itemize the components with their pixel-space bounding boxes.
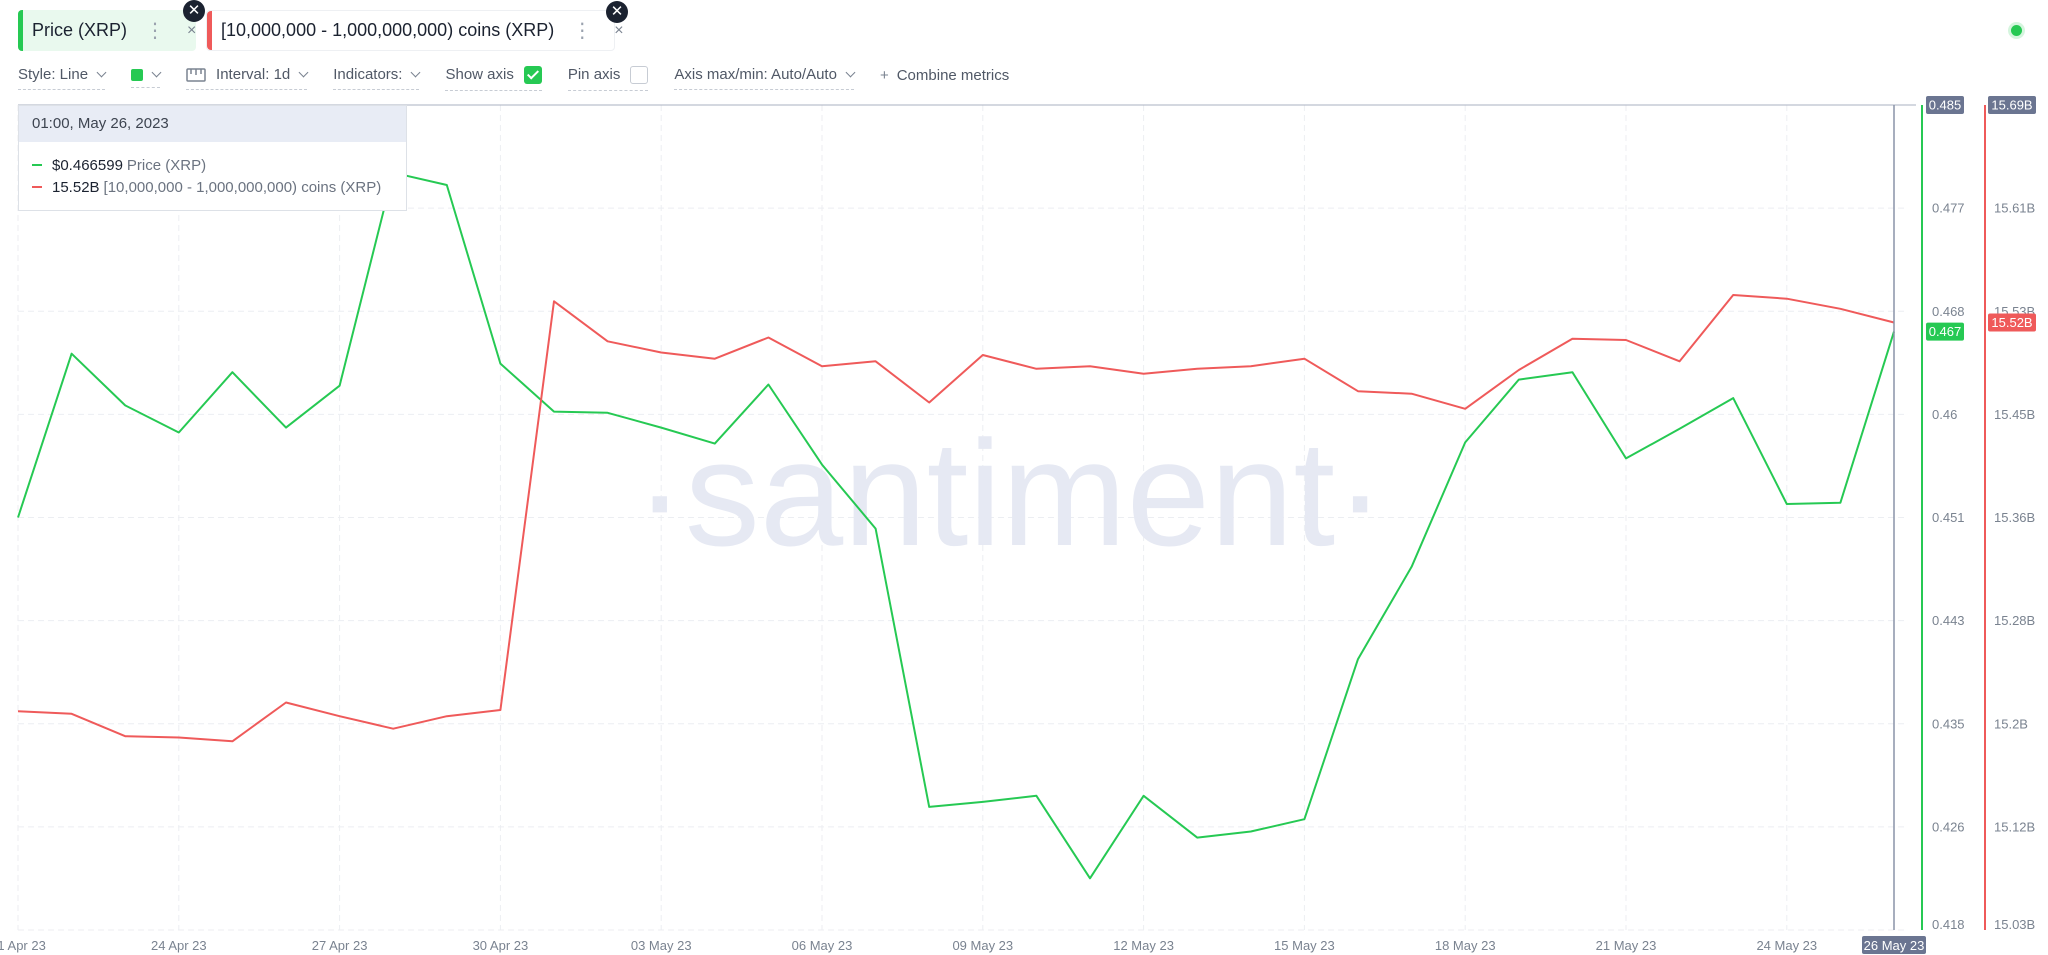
x-highlight-date: 26 May 23 <box>1864 938 1925 953</box>
chart-toolbar: Style: Line Interval: 1d Indicators: Sho… <box>18 64 1035 92</box>
tooltip-datetime: 01:00, May 26, 2023 <box>19 106 406 142</box>
tooltip-series-name: Price (XRP) <box>126 156 207 174</box>
x-axis-tick: 24 May 23 <box>1756 938 1817 953</box>
more-options-icon[interactable]: ⋮ <box>572 20 593 42</box>
metric-tab-label: [10,000,000 - 1,000,000,000) coins (XRP) <box>221 20 555 40</box>
price-axis-tick: 0.477 <box>1932 201 1965 216</box>
holders-current-value: 15.52B <box>1991 315 2032 330</box>
axis-max-badge <box>1988 96 2036 114</box>
plus-icon: + <box>879 66 889 84</box>
ruler-icon <box>186 67 206 82</box>
metric-tab-holders[interactable]: [10,000,000 - 1,000,000,000) coins (XRP)… <box>206 1 628 51</box>
pin-axis-toggle[interactable]: Pin axis <box>567 65 649 91</box>
show-axis-checkbox[interactable] <box>523 65 542 84</box>
holders-series-line <box>17 294 1895 743</box>
holders-axis-tick: 15.69B <box>1991 98 2032 113</box>
price-axis-tick: 0.451 <box>1932 510 1965 525</box>
x-highlight-badge <box>1862 936 1926 954</box>
holders-current-badge <box>1988 313 2036 332</box>
interval-label: Interval: 1d <box>216 66 291 83</box>
holders-axis-tick: 15.61B <box>1994 201 2035 216</box>
price-series-line <box>17 171 1895 880</box>
combine-metrics-button[interactable]: + Combine metrics <box>880 67 1009 90</box>
metric-color-accent <box>207 11 212 50</box>
tooltip-value: 15.52B <box>52 178 100 196</box>
more-options-icon[interactable]: ⋮ <box>145 20 166 42</box>
x-axis-tick: 21 May 23 <box>1596 938 1657 953</box>
x-axis-tick: 06 May 23 <box>792 938 853 953</box>
x-axis-tick: 27 Apr 23 <box>312 938 368 953</box>
indicators-select[interactable]: Indicators: <box>333 66 421 90</box>
x-axis-tick: 30 Apr 23 <box>473 938 529 953</box>
holders-axis-tick: 15.36B <box>1994 510 2035 525</box>
indicators-label: Indicators: <box>333 66 403 83</box>
tooltip-row: $0.466599 Price (XRP) <box>19 154 406 176</box>
holders-axis-tick: 15.45B <box>1994 407 2035 422</box>
series-marker <box>32 164 42 166</box>
price-axis-tick: 0.443 <box>1932 613 1965 628</box>
x-axis-tick: 24 Apr 23 <box>151 938 207 953</box>
show-axis-label: Show axis <box>445 66 514 83</box>
metric-tab-label: Price (XRP) <box>32 20 128 40</box>
price-axis-tick: 0.435 <box>1932 716 1965 731</box>
price-current-value: 0.467 <box>1929 324 1962 339</box>
remove-icon[interactable]: × <box>187 21 197 39</box>
chart-tooltip: 01:00, May 26, 2023 $0.466599 Price (XRP… <box>18 105 407 211</box>
close-badge-icon[interactable]: ✕ <box>606 1 628 23</box>
pin-axis-checkbox[interactable] <box>630 65 649 84</box>
santiment-watermark: ·santiment· <box>635 409 1385 577</box>
tooltip-row: 15.52B [10,000,000 - 1,000,000,000) coin… <box>19 176 406 198</box>
price-axis-tick: 0.426 <box>1932 819 1965 834</box>
combine-metrics-label: Combine metrics <box>896 66 1010 84</box>
close-badge-icon[interactable]: ✕ <box>183 0 205 22</box>
tooltip-series-name: [10,000,000 - 1,000,000,000) coins (XRP) <box>103 178 382 196</box>
holders-axis-tick: 15.12B <box>1994 819 2035 834</box>
pin-axis-label: Pin axis <box>567 66 621 83</box>
x-axis-tick: 12 May 23 <box>1113 938 1174 953</box>
x-axis-tick: 09 May 23 <box>952 938 1013 953</box>
price-axis-tick: 0.418 <box>1932 917 1965 932</box>
live-status-dot <box>2011 25 2022 36</box>
axis-max-badge <box>1926 96 1964 114</box>
show-axis-toggle[interactable]: Show axis <box>445 65 542 91</box>
color-select[interactable] <box>131 67 162 88</box>
x-axis-tick: 03 May 23 <box>631 938 692 953</box>
metric-color-accent <box>18 10 23 51</box>
interval-select[interactable]: Interval: 1d <box>186 66 309 90</box>
tooltip-value: $0.466599 <box>52 156 123 174</box>
price-axis-tick: 0.46 <box>1932 407 1957 422</box>
holders-axis-tick: 15.03B <box>1994 917 2035 932</box>
holders-axis-tick: 15.28B <box>1994 613 2035 628</box>
price-current-badge <box>1926 322 1964 341</box>
remove-icon[interactable]: × <box>614 21 624 39</box>
price-axis-tick: 0.485 <box>1929 98 1962 113</box>
axis-minmax-label: Axis max/min: Auto/Auto <box>674 66 837 83</box>
color-swatch <box>131 68 144 81</box>
holders-axis-tick: 15.2B <box>1994 716 2028 731</box>
axis-minmax-select[interactable]: Axis max/min: Auto/Auto <box>674 66 856 90</box>
series-marker <box>32 186 42 188</box>
style-select[interactable]: Style: Line <box>18 66 107 90</box>
price-axis-tick: 0.468 <box>1932 304 1965 319</box>
style-label: Style: Line <box>18 66 89 83</box>
x-axis-tick: 15 May 23 <box>1274 938 1335 953</box>
metric-tab-price[interactable]: Price (XRP) ⋮ × ✕ <box>18 0 205 51</box>
x-axis-tick: 18 May 23 <box>1435 938 1496 953</box>
x-axis-tick: 21 Apr 23 <box>0 938 46 953</box>
